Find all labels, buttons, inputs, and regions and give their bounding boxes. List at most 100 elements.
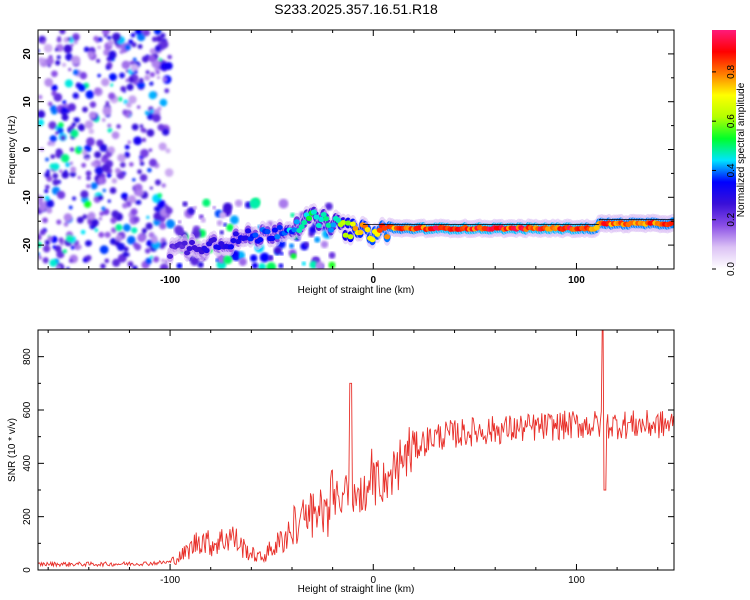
- noise-speckle: [122, 223, 131, 232]
- noise-speckle: [140, 127, 146, 133]
- snr-x-tick-label: -100: [160, 575, 180, 586]
- signal-core-cell: [310, 209, 317, 215]
- noise-speckle: [148, 91, 157, 100]
- signal-core-cell: [269, 235, 276, 241]
- noise-speckle: [112, 32, 121, 42]
- noise-speckle: [135, 189, 143, 197]
- track-speckle: [223, 255, 233, 265]
- noise-speckle: [154, 30, 162, 35]
- noise-speckle: [164, 88, 170, 94]
- noise-speckle: [87, 51, 95, 59]
- noise-speckle: [139, 158, 144, 163]
- track-speckle: [320, 240, 329, 249]
- noise-speckle: [137, 81, 145, 90]
- noise-speckle: [109, 83, 114, 87]
- noise-speckle: [101, 206, 106, 211]
- noise-speckle: [117, 96, 123, 102]
- noise-speckle: [68, 205, 73, 210]
- noise-speckle: [162, 184, 166, 188]
- noise-speckle: [158, 58, 162, 62]
- noise-speckle: [93, 35, 99, 42]
- noise-speckle: [45, 157, 49, 162]
- noise-speckle: [165, 207, 173, 215]
- noise-speckle: [107, 127, 113, 133]
- noise-speckle: [60, 153, 70, 163]
- noise-speckle: [68, 258, 74, 263]
- signal-core-cell: [313, 214, 320, 220]
- noise-speckle: [162, 77, 167, 82]
- noise-speckle: [128, 195, 137, 204]
- noise-speckle: [72, 92, 79, 99]
- noise-speckle: [146, 129, 155, 137]
- noise-speckle: [57, 122, 64, 128]
- noise-speckle: [85, 157, 89, 161]
- track-speckle: [177, 220, 182, 224]
- noise-speckle: [107, 199, 111, 203]
- noise-speckle: [66, 266, 70, 269]
- noise-speckle: [97, 73, 101, 78]
- signal-core-cell: [203, 247, 210, 254]
- noise-speckle: [159, 98, 168, 107]
- signal-core-cell: [357, 229, 364, 236]
- noise-speckle: [149, 48, 156, 55]
- noise-speckle: [133, 216, 140, 223]
- snr-x-tick-label: 100: [568, 575, 585, 586]
- signal-core-cell: [335, 217, 342, 224]
- noise-speckle: [44, 195, 50, 201]
- noise-speckle: [104, 258, 110, 264]
- noise-speckle: [62, 107, 68, 112]
- track-speckle: [234, 199, 243, 208]
- noise-speckle: [59, 30, 66, 35]
- colorbar-gradient: [712, 30, 736, 269]
- noise-speckle: [125, 69, 129, 73]
- noise-speckle: [101, 30, 110, 36]
- noise-speckle: [138, 77, 144, 83]
- signal-core-cell: [345, 220, 352, 226]
- noise-speckle: [87, 211, 96, 220]
- noise-speckle: [82, 150, 88, 156]
- track-speckle: [314, 236, 321, 243]
- noise-speckle: [97, 178, 104, 185]
- noise-speckle: [130, 32, 136, 38]
- noise-speckle: [38, 119, 45, 126]
- noise-speckle: [157, 106, 162, 111]
- noise-speckle: [107, 123, 112, 128]
- noise-speckle: [150, 255, 154, 259]
- noise-speckle: [115, 223, 123, 232]
- noise-speckle: [85, 240, 92, 247]
- noise-speckle: [68, 67, 72, 72]
- signal-core-cell: [330, 222, 337, 228]
- noise-speckle: [155, 35, 163, 43]
- track-speckle: [187, 207, 195, 215]
- noise-speckle: [144, 248, 151, 254]
- signal-core-cell: [189, 239, 196, 246]
- noise-speckle: [154, 179, 162, 186]
- noise-speckle: [57, 127, 64, 134]
- noise-speckle: [94, 228, 99, 233]
- noise-speckle: [42, 217, 48, 224]
- noise-speckle: [51, 70, 58, 78]
- noise-speckle: [129, 162, 134, 167]
- noise-speckle: [97, 194, 104, 201]
- noise-speckle: [52, 245, 57, 249]
- noise-speckle: [90, 182, 98, 190]
- noise-speckle: [160, 33, 166, 38]
- track-speckle: [233, 255, 238, 260]
- y-tick-label: 20: [22, 48, 33, 60]
- track-speckle: [197, 261, 204, 268]
- noise-speckle: [58, 237, 64, 243]
- track-speckle: [278, 263, 284, 269]
- noise-speckle: [85, 170, 92, 177]
- signal-core-cell: [364, 227, 371, 233]
- noise-speckle: [108, 54, 115, 61]
- signal-core-cell: [291, 227, 298, 233]
- track-speckle: [219, 211, 227, 219]
- noise-speckle: [64, 79, 73, 88]
- noise-speckle: [128, 76, 135, 83]
- colorbar-tick-label: 0.2: [726, 212, 737, 226]
- signal-core-cell: [384, 234, 391, 240]
- noise-speckle: [145, 222, 153, 230]
- noise-speckle: [51, 163, 60, 171]
- noise-speckle: [99, 211, 104, 217]
